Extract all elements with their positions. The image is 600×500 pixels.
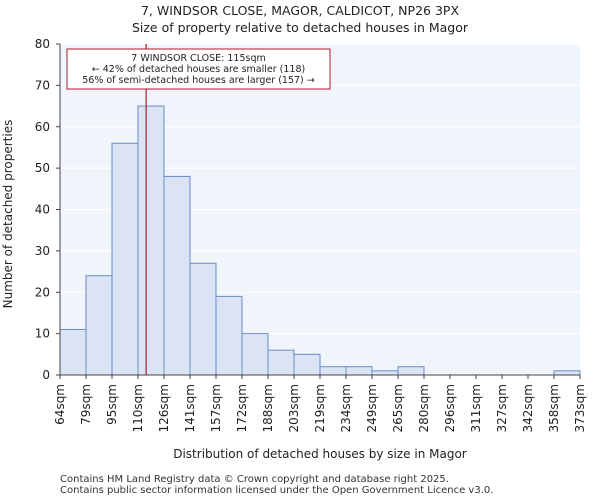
x-tick-label: 95sqm [105,384,119,425]
footer-copyright: Contains HM Land Registry data © Crown c… [60,474,449,485]
y-axis-label: Number of detached properties [1,120,15,309]
bar [267,349,295,376]
annotation-line-3: 56% of semi-detached houses are larger (… [82,75,315,86]
x-axis-ticks: 64sqm 79sqm 95sqm 110sqm 126sqm 141sqm 157sqm 1… [53,375,587,432]
x-tick-label: 203sqm [287,384,301,432]
bar [553,370,581,376]
x-tick-label: 141sqm [183,384,197,432]
y-tick-label: 0 [42,368,50,382]
y-tick-label: 30 [35,244,50,258]
y-tick-label: 10 [35,327,50,341]
x-tick-label: 188sqm [261,384,275,432]
bar [189,262,217,376]
annotation-line-2: ← 42% of detached houses are smaller (11… [92,64,305,75]
chart-subtitle: Size of property relative to detached ho… [132,20,469,35]
annotation-line-1: 7 WINDSOR CLOSE: 115sqm [131,53,266,64]
x-tick-label: 234sqm [339,384,353,432]
bar [163,175,191,376]
bars [59,105,581,376]
x-tick-label: 219sqm [313,384,327,432]
bar [137,105,165,376]
chart-title: 7, WINDSOR CLOSE, MAGOR, CALDICOT, NP26 … [141,3,459,18]
x-tick-label: 280sqm [417,384,431,432]
bar [319,366,347,376]
y-tick-label: 70 [35,78,50,92]
x-axis-label: Distribution of detached houses by size … [173,447,467,461]
x-tick-label: 157sqm [209,384,223,432]
x-tick-label: 126sqm [157,384,171,432]
bar [397,366,425,376]
x-tick-label: 327sqm [495,384,509,432]
y-tick-label: 20 [35,285,50,299]
bar [371,370,399,376]
annotation-box [66,48,331,90]
bar [345,366,373,376]
x-tick-label: 373sqm [573,384,587,432]
x-tick-label: 110sqm [131,384,145,432]
bar [85,275,113,376]
y-axis-ticks: 0 10 20 30 40 50 60 70 80 [35,37,60,382]
y-tick-label: 40 [35,203,50,217]
x-tick-label: 172sqm [235,384,249,432]
x-tick-label: 64sqm [53,384,67,425]
x-tick-label: 249sqm [365,384,379,432]
y-tick-label: 60 [35,120,50,134]
bar [293,353,321,376]
y-tick-label: 80 [35,37,50,51]
x-tick-label: 296sqm [443,384,457,432]
y-tick-label: 50 [35,161,50,175]
property-annotation: 7 WINDSOR CLOSE: 115sqm ← 42% of detache… [66,48,331,90]
x-tick-label: 358sqm [547,384,561,432]
bar [241,333,269,376]
bar [215,295,243,376]
footer: Contains HM Land Registry data © Crown c… [60,474,493,496]
x-tick-label: 311sqm [469,384,483,432]
bar [111,142,139,376]
x-tick-label: 265sqm [391,384,405,432]
x-tick-label: 342sqm [521,384,535,432]
x-tick-label: 79sqm [79,384,93,425]
bar [59,328,87,376]
footer-licence: Contains public sector information licen… [60,485,494,496]
